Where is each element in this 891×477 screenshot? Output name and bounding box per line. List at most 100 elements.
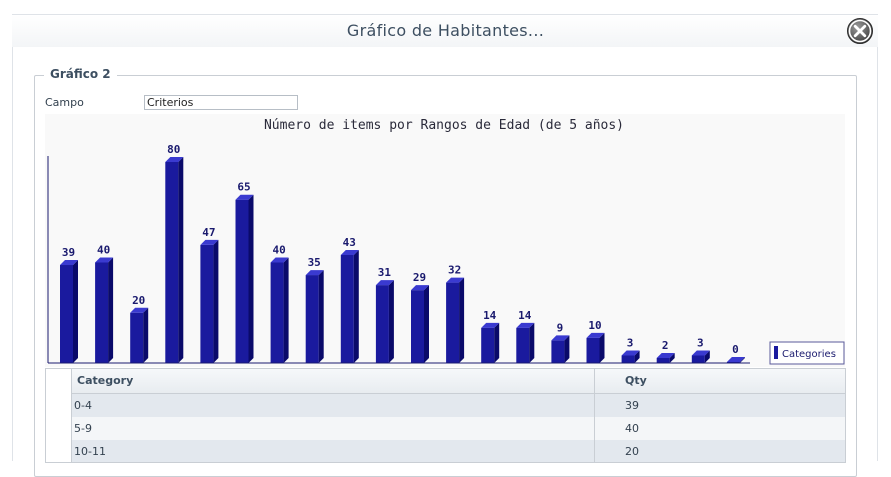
bar-top xyxy=(305,270,324,276)
table-header: Category Qty xyxy=(72,369,845,394)
bar-value-label: 14 xyxy=(483,309,497,322)
bar xyxy=(375,280,394,363)
cell-qty: 40 xyxy=(625,422,639,435)
dialog-border-left xyxy=(12,14,13,461)
bar-value-label: 2 xyxy=(662,339,669,352)
bar-value-label: 9 xyxy=(557,321,564,334)
bar-value-label: 0 xyxy=(732,343,739,356)
bar-front xyxy=(235,199,249,363)
bar-side xyxy=(248,194,254,363)
bar-value-label: 47 xyxy=(202,226,215,239)
bar-front xyxy=(621,355,635,363)
bar xyxy=(305,270,324,363)
bar-side xyxy=(283,257,289,363)
bar-top xyxy=(411,285,429,291)
close-icon[interactable] xyxy=(846,17,874,45)
bar-value-label: 3 xyxy=(627,336,634,349)
bar-top xyxy=(340,249,359,255)
bar-top xyxy=(481,322,500,328)
bar-top xyxy=(165,157,184,162)
bar xyxy=(411,285,429,363)
bar-top xyxy=(446,277,465,283)
bar-front xyxy=(691,355,705,363)
bar-front xyxy=(305,275,319,363)
bar-top xyxy=(270,257,289,263)
bar xyxy=(235,194,254,363)
campo-label: Campo xyxy=(45,96,84,109)
chart-area: Número de items por Rangos de Edad (de 5… xyxy=(45,114,845,367)
bar xyxy=(726,357,745,363)
bar-side xyxy=(459,277,465,363)
bar xyxy=(446,277,465,363)
chart-legend-swatch xyxy=(774,346,778,359)
bar xyxy=(165,157,184,363)
bar-front xyxy=(340,254,354,363)
bar-front xyxy=(375,285,389,363)
bar-front xyxy=(516,327,530,363)
bar-value-label: 40 xyxy=(97,244,110,257)
bar-front xyxy=(165,162,179,363)
cell-qty: 39 xyxy=(625,399,639,412)
bar-front xyxy=(411,290,424,363)
column-header-category[interactable]: Category xyxy=(77,374,134,387)
bar-side xyxy=(529,322,535,363)
bar-value-label: 10 xyxy=(588,319,601,332)
bar-side xyxy=(178,157,184,363)
bar-chart: Número de items por Rangos de Edad (de 5… xyxy=(47,118,845,365)
cell-qty: 20 xyxy=(625,445,639,458)
bar-top xyxy=(235,194,254,200)
bar-top xyxy=(60,260,78,266)
bar-side xyxy=(669,352,675,363)
bar-side xyxy=(424,285,429,363)
bar-value-label: 65 xyxy=(237,181,250,194)
bar-value-label: 29 xyxy=(413,271,426,284)
cell-category: 10-11 xyxy=(74,445,106,458)
chart-title: Número de items por Rangos de Edad (de 5… xyxy=(264,118,624,133)
bar-value-label: 80 xyxy=(167,143,180,156)
bar-front xyxy=(130,312,144,363)
bar-side xyxy=(388,280,394,363)
bar-side xyxy=(739,357,745,363)
bar xyxy=(200,239,219,363)
campo-field[interactable]: Criterios xyxy=(144,95,298,110)
bar-front xyxy=(60,265,73,363)
bar-top xyxy=(691,350,710,356)
bar-side xyxy=(353,249,359,363)
row-number-column xyxy=(46,369,72,462)
bar-top xyxy=(130,307,149,313)
bar-top xyxy=(586,332,605,338)
table-row[interactable]: 10-11 20 xyxy=(72,440,845,462)
bar-front xyxy=(200,244,214,363)
bar-side xyxy=(494,322,500,363)
bar-value-label: 3 xyxy=(697,336,704,349)
bar-top xyxy=(375,280,394,286)
bar xyxy=(691,350,710,363)
bar-top xyxy=(200,239,219,245)
bar-value-label: 40 xyxy=(272,244,285,257)
bar-front xyxy=(95,262,109,363)
data-table: Category Qty 0-4 39 5-9 40 10-11 20 xyxy=(45,368,846,463)
bar-value-label: 32 xyxy=(448,264,461,277)
bar xyxy=(586,332,605,363)
bar-front xyxy=(270,262,284,363)
bar xyxy=(60,260,78,363)
table-row[interactable]: 5-9 40 xyxy=(72,417,845,440)
bar-top xyxy=(621,350,640,356)
bar-value-label: 39 xyxy=(62,246,75,259)
bar xyxy=(516,322,535,363)
bar-side xyxy=(108,257,114,363)
bar-side xyxy=(704,350,710,363)
bar xyxy=(270,257,289,363)
chart-dialog: Gráfico de Habitantes... Gráfico 2 Campo… xyxy=(12,14,878,477)
table-row[interactable]: 0-4 39 xyxy=(72,394,845,417)
bar xyxy=(656,352,675,363)
bar-front xyxy=(551,340,565,363)
chart-legend-box xyxy=(769,341,845,365)
column-header-qty[interactable]: Qty xyxy=(625,374,647,387)
bar-value-label: 43 xyxy=(343,236,356,249)
bar-side xyxy=(634,350,640,363)
bar xyxy=(95,257,114,363)
bar-front xyxy=(446,282,460,363)
bar-front xyxy=(586,337,600,363)
bar-side xyxy=(318,270,324,363)
